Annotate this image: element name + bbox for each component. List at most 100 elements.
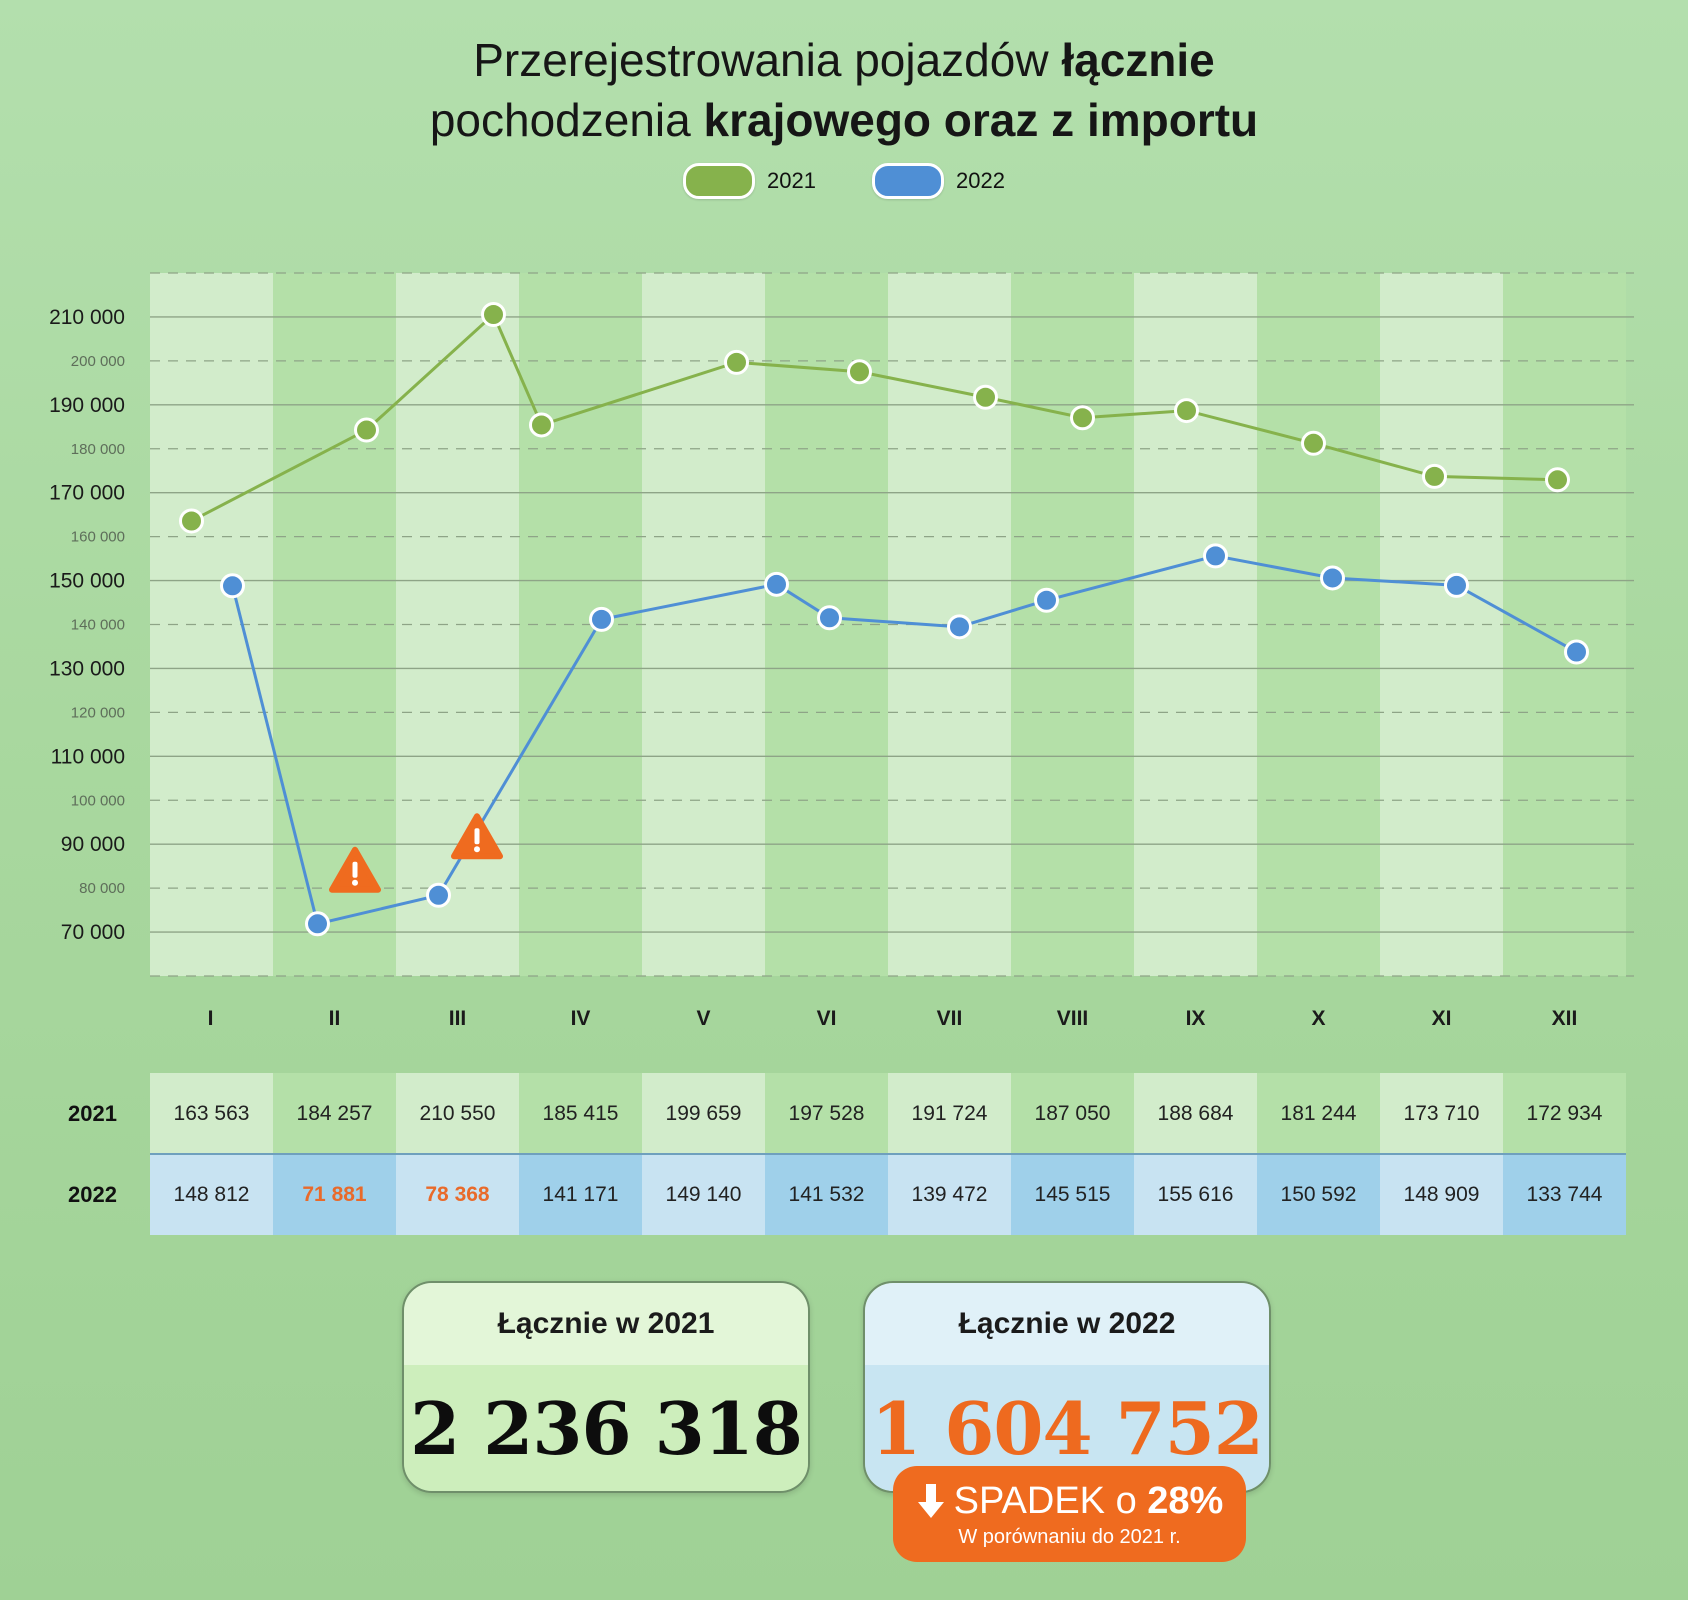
legend-label-2022: 2022 bbox=[956, 168, 1005, 193]
y-tick-label-minor: 100 000 bbox=[71, 792, 125, 809]
legend-swatch-2021 bbox=[683, 163, 756, 199]
table-cell: 191 724 bbox=[888, 1073, 1011, 1154]
table-cell: 78 368 bbox=[396, 1154, 519, 1235]
legend-item-2022: 2022 bbox=[872, 163, 1005, 199]
table-cell: 184 257 bbox=[273, 1073, 396, 1154]
point-2022 bbox=[1564, 639, 1589, 665]
total-2022-card: Łącznie w 2022 1 604 752 bbox=[863, 1281, 1271, 1493]
chart-title: Przerejestrowania pojazdów łącznie pocho… bbox=[0, 30, 1688, 150]
total-2021-value: 2 236 318 bbox=[404, 1365, 808, 1491]
point-2022 bbox=[817, 605, 842, 631]
table-cell: 172 934 bbox=[1503, 1073, 1626, 1154]
y-tick-label: 110 000 bbox=[51, 745, 125, 768]
table-cell: 181 244 bbox=[1257, 1073, 1380, 1154]
point-2021 bbox=[1070, 405, 1095, 431]
arrow-down-icon bbox=[917, 1484, 944, 1518]
series-line-2022 bbox=[231, 554, 1578, 926]
point-2022 bbox=[1320, 565, 1345, 591]
point-2021 bbox=[529, 412, 554, 438]
point-2022 bbox=[220, 573, 245, 599]
point-2022 bbox=[426, 882, 451, 908]
y-tick-label: 170 000 bbox=[49, 482, 125, 505]
point-2022 bbox=[1203, 543, 1228, 569]
title-line2-bold: krajowego oraz z importu bbox=[703, 94, 1259, 146]
y-tick-label-minor: 200 000 bbox=[71, 353, 125, 370]
y-tick-label: 210 000 bbox=[49, 306, 125, 329]
title-line1-regular: Przerejestrowania pojazdów bbox=[473, 34, 1062, 86]
point-2022 bbox=[947, 614, 972, 640]
table-cell: 173 710 bbox=[1380, 1073, 1503, 1154]
title-line2-regular: pochodzenia bbox=[429, 94, 704, 146]
total-2022-label: Łącznie w 2022 bbox=[865, 1283, 1269, 1365]
legend-label-2021: 2021 bbox=[767, 168, 816, 193]
point-2021 bbox=[481, 302, 506, 328]
badge-percent: 28% bbox=[1147, 1480, 1224, 1522]
y-tick-label: 70 000 bbox=[61, 921, 125, 944]
x-tick-label: VI bbox=[817, 1007, 837, 1030]
point-2021 bbox=[1422, 463, 1447, 489]
legend-swatch-2022 bbox=[872, 163, 944, 199]
point-2022 bbox=[1444, 572, 1469, 598]
y-tick-label-minor: 180 000 bbox=[71, 441, 125, 458]
point-2021 bbox=[847, 359, 872, 385]
warning-icon-bar bbox=[352, 861, 358, 878]
point-2021 bbox=[973, 384, 998, 410]
badge-subtext: W porównaniu do 2021 r. bbox=[958, 1526, 1181, 1548]
legend: 2021 2022 bbox=[0, 163, 1688, 199]
series-line-2021 bbox=[190, 312, 1558, 523]
x-tick-label: X bbox=[1311, 1007, 1325, 1030]
table-cell: 188 684 bbox=[1134, 1073, 1257, 1154]
table-cell: 210 550 bbox=[396, 1073, 519, 1154]
table-cell: 139 472 bbox=[888, 1154, 1011, 1235]
warning-icon-dot bbox=[474, 846, 480, 853]
y-tick-label: 190 000 bbox=[49, 394, 125, 417]
badge-prefix: SPADEK o bbox=[953, 1480, 1148, 1522]
table-cell: 149 140 bbox=[642, 1154, 765, 1235]
legend-item-2021: 2021 bbox=[683, 163, 816, 199]
table-cell: 155 616 bbox=[1134, 1154, 1257, 1235]
point-2022 bbox=[305, 911, 330, 937]
table-cell: 163 563 bbox=[150, 1073, 273, 1154]
point-2021 bbox=[1301, 430, 1326, 456]
point-2021 bbox=[1545, 467, 1570, 493]
point-2021 bbox=[1174, 398, 1199, 424]
y-tick-label-minor: 140 000 bbox=[71, 617, 125, 634]
y-tick-label-minor: 80 000 bbox=[79, 880, 125, 897]
warning-icon-dot bbox=[352, 879, 358, 886]
table-row-label: 2022 bbox=[68, 1182, 117, 1207]
warning-icon-bar bbox=[474, 828, 480, 845]
line-chart: 210 000 190 000 170 000 150 000 130 000 110 0… bbox=[49, 272, 1634, 1030]
x-tick-label: VII bbox=[937, 1007, 963, 1030]
x-tick-label: IX bbox=[1186, 1007, 1206, 1030]
x-tick-label: V bbox=[696, 1007, 710, 1030]
table-cell: 141 532 bbox=[765, 1154, 888, 1235]
decrease-badge: SPADEK o 28% W porównaniu do 2021 r. bbox=[893, 1466, 1246, 1562]
point-2022 bbox=[589, 606, 614, 632]
y-tick-label: 130 000 bbox=[49, 657, 125, 680]
y-tick-label-minor: 120 000 bbox=[71, 704, 125, 721]
y-tick-label: 150 000 bbox=[49, 570, 125, 593]
y-tick-label-minor: 160 000 bbox=[71, 529, 125, 546]
title-line1-bold: łącznie bbox=[1061, 34, 1215, 86]
total-2021-label: Łącznie w 2021 bbox=[404, 1283, 808, 1365]
x-tick-label: I bbox=[208, 1007, 214, 1030]
total-2021-card: Łącznie w 2021 2 236 318 bbox=[402, 1281, 810, 1493]
point-2021 bbox=[354, 417, 379, 443]
point-2022 bbox=[764, 571, 789, 597]
x-tick-label: VIII bbox=[1057, 1007, 1089, 1030]
x-tick-label: IV bbox=[571, 1007, 591, 1030]
x-tick-label: III bbox=[449, 1007, 467, 1030]
point-2022 bbox=[1034, 587, 1059, 613]
x-tick-label: II bbox=[329, 1007, 341, 1030]
table-cell: 199 659 bbox=[642, 1073, 765, 1154]
table-cell: 185 415 bbox=[519, 1073, 642, 1154]
x-tick-label: XI bbox=[1432, 1007, 1452, 1030]
table-cell: 148 909 bbox=[1380, 1154, 1503, 1235]
y-tick-label: 90 000 bbox=[61, 833, 125, 856]
table-row-label: 2021 bbox=[68, 1101, 117, 1126]
table-cell: 141 171 bbox=[519, 1154, 642, 1235]
table-cell: 71 881 bbox=[273, 1154, 396, 1235]
table-cell: 150 592 bbox=[1257, 1154, 1380, 1235]
table-cell: 197 528 bbox=[765, 1073, 888, 1154]
table-separator bbox=[150, 1153, 1626, 1155]
